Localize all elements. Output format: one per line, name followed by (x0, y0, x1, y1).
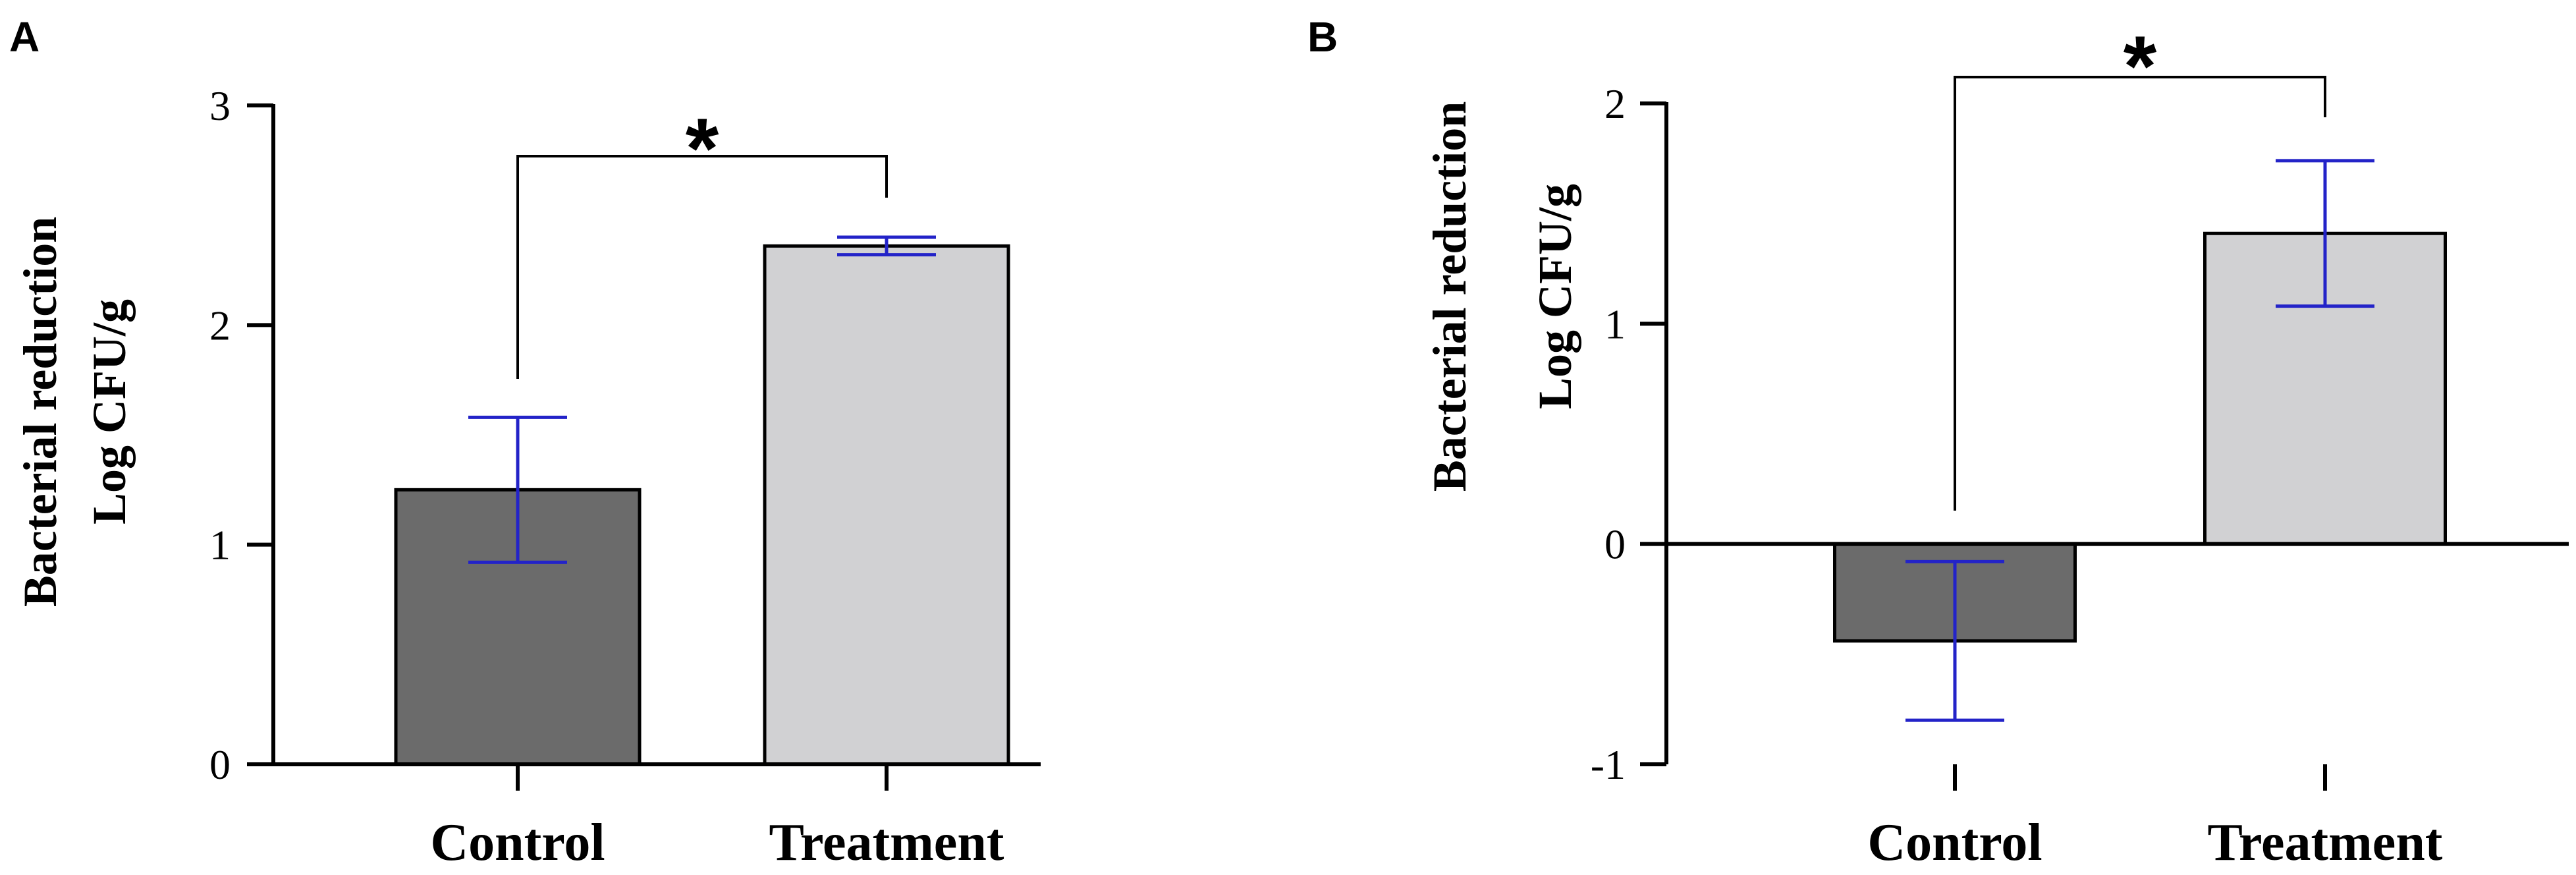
bar-treatment (763, 244, 1010, 766)
y-tick-label: 2 (209, 302, 231, 349)
category-label: Control (430, 814, 605, 872)
category-label: Control (1867, 814, 2042, 872)
y-tick-label: 1 (1604, 300, 1626, 347)
y-tick-label: 2 (1604, 80, 1626, 127)
category-label: Treatment (2208, 814, 2443, 872)
y-axis-title: Log CFU/g (83, 299, 136, 524)
y-tick-label: 3 (209, 82, 231, 129)
panel-b: B Control Treatment -1 0 1 2 * Bacterial reducti… (1307, 13, 2569, 872)
panel-label: B (1307, 13, 1338, 61)
significance-bracket (1954, 76, 2326, 511)
category-label: Treatment (769, 814, 1004, 872)
significance-marker: * (2124, 18, 2157, 114)
y-tick-label: 0 (1604, 521, 1626, 568)
y-axis-title: Bacterial reduction (14, 217, 67, 607)
y-tick-label: 0 (209, 741, 231, 788)
significance-marker: * (686, 100, 719, 196)
y-tick-label: -1 (1591, 741, 1626, 788)
y-axis-title: Bacterial reduction (1423, 101, 1476, 492)
significance-bracket (516, 155, 888, 379)
y-axis-title: Log CFU/g (1529, 184, 1581, 409)
y-tick-label: 1 (209, 522, 231, 569)
panel-label: A (9, 13, 40, 61)
panel-a: A Control Treatment 0 1 2 3 * Bacterial reductio… (9, 13, 1041, 872)
